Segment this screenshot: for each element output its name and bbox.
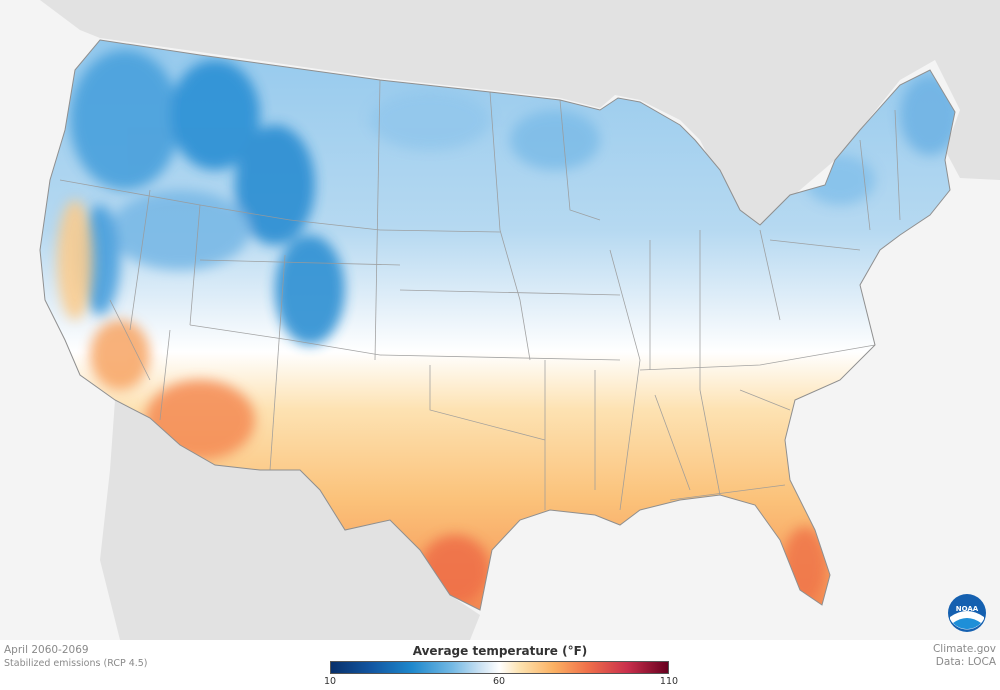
map-canvas (39, 0, 1000, 640)
data-credit: Data: LOCA (935, 656, 996, 668)
period-label: April 2060-2069 (4, 644, 89, 656)
legend-colorbar (330, 661, 669, 674)
state-boundaries (59, 79, 901, 511)
legend-max-label: 110 (659, 676, 679, 687)
scenario-label: Stabilized emissions (RCP 4.5) (4, 658, 148, 669)
source-credit: Climate.gov (932, 643, 996, 655)
us-outline (39, 39, 956, 611)
legend-mid-label: 60 (492, 676, 506, 687)
canada-landmass (40, 0, 1000, 225)
legend-title: Average temperature (°F) (412, 644, 588, 658)
mexico-landmass (100, 400, 480, 640)
legend-min-label: 10 (323, 676, 337, 687)
noaa-logo: NOAA (948, 594, 986, 632)
temperature-map (39, 0, 1000, 640)
svg-text:NOAA: NOAA (956, 605, 979, 613)
map-footer: April 2060-2069 Stabilized emissions (RC… (0, 640, 1000, 690)
